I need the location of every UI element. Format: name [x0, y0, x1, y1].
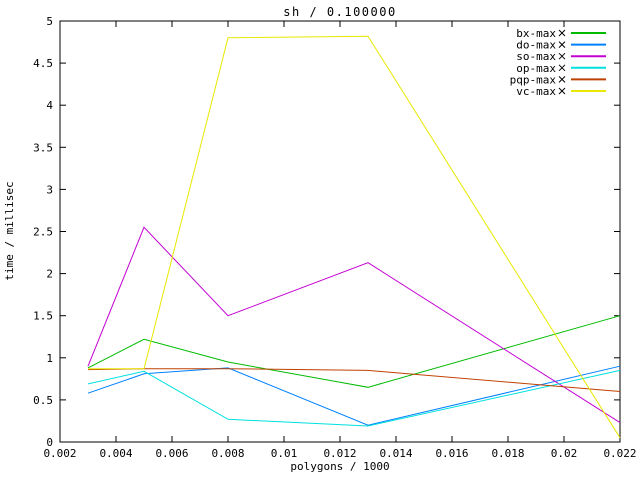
legend-x-marker: [558, 52, 566, 60]
series-line-do-max: [87, 365, 621, 426]
y-tick-label: 1: [46, 352, 53, 365]
x-tick-label: 0.014: [379, 447, 412, 460]
series-line-op-max: [87, 369, 621, 427]
y-axis-label: time / millisec: [3, 181, 16, 280]
legend-x-marker: [558, 29, 566, 37]
series-line-vc-max: [88, 35, 621, 439]
y-tick-label: 2.5: [33, 226, 53, 239]
x-tick-label: 0.006: [155, 447, 188, 460]
x-tick-label: 0.002: [43, 447, 76, 460]
x-tick-label: 0.016: [435, 447, 468, 460]
y-tick-label: 1.5: [33, 310, 53, 323]
legend-label-bx-max: bx-max: [516, 27, 556, 40]
legend-label-vc-max: vc-max: [516, 85, 556, 98]
y-tick-label: 4: [46, 99, 53, 112]
y-tick-label: 3: [46, 183, 53, 196]
legend-x-marker: [558, 76, 566, 83]
y-tick-label: 5: [46, 15, 53, 28]
chart-title: sh / 0.100000: [283, 5, 396, 19]
x-axis-ticks: 0.002 0.004 0.006 0.008 0.01 0.012 0.014 0.016 0…: [43, 21, 637, 460]
legend-x-marker: [558, 87, 566, 95]
series-lines: [87, 35, 621, 439]
x-tick-label: 0.02: [551, 447, 578, 460]
y-tick-label: 3.5: [33, 141, 53, 154]
x-tick-label: 0.012: [323, 447, 356, 460]
series-line-so-max: [87, 226, 621, 424]
series-line-bx-max: [87, 315, 621, 388]
y-tick-label: 0.5: [33, 394, 53, 407]
x-tick-label: 0.004: [99, 447, 132, 460]
y-tick-label: 0: [46, 436, 53, 449]
legend-label-op-max: op-max: [516, 62, 556, 75]
y-tick-label: 2: [46, 268, 53, 281]
legend-label-do-max: do-max: [516, 39, 556, 52]
x-tick-label: 0.022: [603, 447, 636, 460]
x-tick-label: 0.018: [491, 447, 524, 460]
x-tick-label: 0.008: [211, 447, 244, 460]
legend-x-marker: [558, 64, 566, 72]
y-tick-label: 4.5: [33, 57, 53, 70]
legend-label-pqp-max: pqp-max: [510, 73, 557, 86]
x-tick-label: 0.01: [271, 447, 298, 460]
x-axis-label: polygons / 1000: [290, 460, 389, 473]
legend-x-marker: [558, 41, 566, 48]
legend-label-so-max: so-max: [516, 50, 556, 63]
y-axis-ticks: 0 0.5 1 1.5 2 2.5 3 3.5 4 4.5 5: [33, 15, 620, 449]
